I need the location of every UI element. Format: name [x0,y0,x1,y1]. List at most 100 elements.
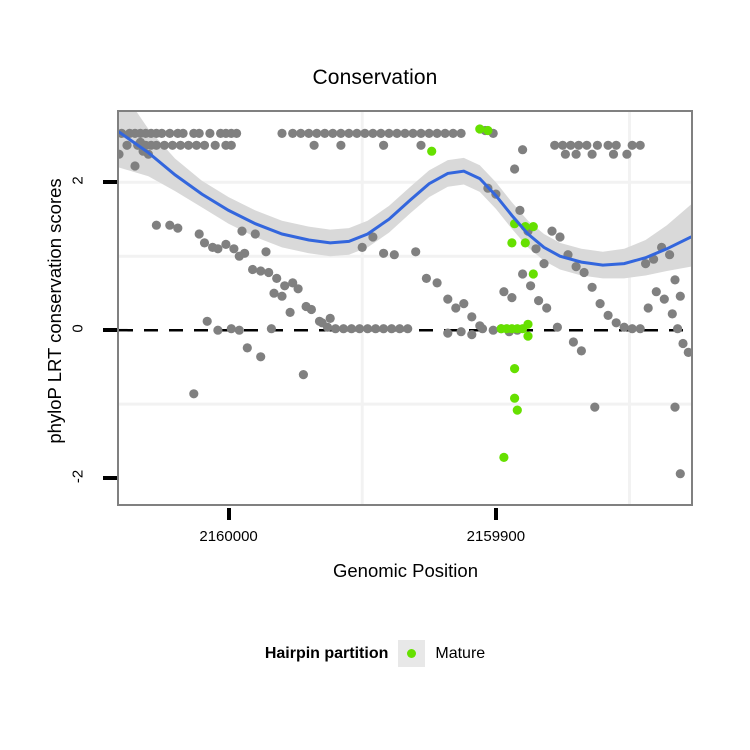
data-point [376,128,386,138]
data-point [539,259,549,269]
data-point [675,469,685,479]
data-point [122,140,132,150]
data-point [210,140,220,150]
data-point [264,267,274,278]
data-point [603,310,613,320]
data-point [467,312,477,322]
y-tick-label: 2 [69,176,87,185]
data-point [526,281,536,291]
data-point [499,452,509,462]
data-point [309,140,319,150]
green-dot-icon [407,649,417,658]
data-point [368,232,378,242]
data-point [432,128,442,138]
data-point [346,324,357,334]
data-point [510,393,520,403]
data-point [619,322,629,332]
y-tick-label: 0 [69,324,87,333]
data-point [595,299,605,309]
x-tick-mark [226,508,231,520]
data-point [432,278,442,288]
data-point [256,266,266,276]
data-point [608,149,619,159]
data-point [627,140,637,150]
data-point [424,128,434,138]
x-tick-label: 2160000 [199,528,258,545]
data-point [178,128,188,138]
data-point [205,128,215,138]
data-point [242,343,252,353]
x-tick-label: 2159900 [466,528,526,545]
data-point [528,269,538,279]
data-point [272,273,282,283]
data-point [427,146,437,156]
data-point [675,291,685,301]
y-tick-label: -2 [69,469,87,484]
data-point [330,324,341,334]
data-point [448,128,458,138]
data-point [421,273,431,283]
data-point [459,299,469,309]
data-point [389,250,399,260]
data-point [368,128,378,138]
data-point [325,313,335,323]
data-point [499,287,509,297]
legend-key-mature[interactable] [398,640,426,667]
data-point [552,322,562,332]
data-point [387,324,397,334]
data-point [159,140,169,150]
data-point [293,284,303,294]
data-point [560,149,570,159]
data-point [130,161,140,171]
data-point [183,140,194,150]
data-point [237,226,247,236]
data-point [440,128,450,138]
data-point [483,125,493,136]
data-point [582,140,592,150]
data-point [523,319,533,329]
data-point [673,324,683,334]
data-point [199,140,210,150]
data-point [189,389,199,399]
data-point [547,226,557,236]
data-point [670,402,680,412]
y-tick-mark [103,180,117,185]
y-axis-title: phyloP LRT conservation scores [44,178,65,444]
plot-panel [117,110,693,506]
plot-canvas [119,112,691,504]
data-point [280,281,290,291]
data-point [443,328,453,338]
data-point [371,324,381,334]
data-point [285,307,295,317]
data-point [507,238,517,248]
data-point [288,128,298,138]
data-point [355,324,365,334]
data-point [250,229,260,239]
data-point [194,128,204,138]
data-point [523,331,533,341]
data-point [542,303,552,313]
data-point [622,149,632,159]
data-point [296,128,306,138]
data-point [320,128,330,138]
data-point [574,140,584,150]
data-point [683,347,691,357]
data-point [363,324,373,334]
data-point [411,247,421,257]
data-point [226,140,236,150]
data-point [416,140,426,150]
data-point [408,128,418,138]
data-point [510,164,520,174]
data-point [510,364,520,374]
data-point [379,140,389,150]
data-point [229,244,239,254]
data-point [678,338,688,349]
data-point [266,324,276,334]
data-point [312,128,322,138]
y-tick-mark [103,328,117,333]
data-point [336,140,346,150]
data-point [336,128,346,138]
data-point [269,288,279,298]
data-point [520,238,530,248]
